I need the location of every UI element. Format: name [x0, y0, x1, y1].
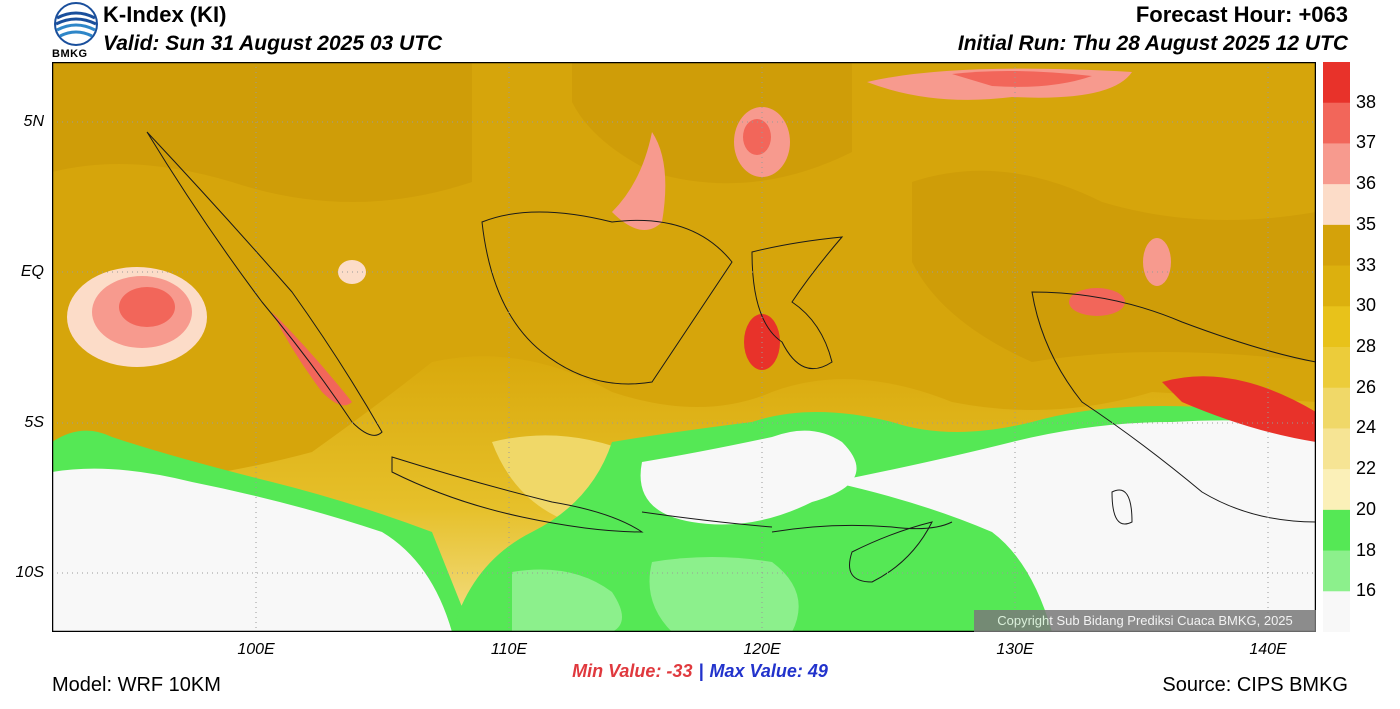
lat-label-5s: 5S — [24, 414, 44, 431]
coastlines — [146, 131, 1316, 583]
low-ki-area — [512, 569, 622, 632]
colorbar-swatch — [1323, 387, 1350, 429]
high-ki-cell — [952, 70, 1092, 87]
colorbar-swatch — [1323, 347, 1350, 389]
data-source: Source: CIPS BMKG — [1162, 674, 1348, 696]
value-separator: | — [698, 661, 704, 681]
field-patch-dark — [912, 170, 1316, 362]
low-ki-area — [640, 430, 857, 525]
colorbar-label: 28 — [1356, 336, 1377, 356]
colorbar — [1323, 62, 1350, 632]
lon-label-100e: 100E — [237, 641, 275, 658]
forecast-hour: Forecast Hour: +063 — [1135, 2, 1348, 27]
min-value: Min Value: -33 — [572, 661, 693, 681]
lon-label-120e: 120E — [743, 641, 781, 658]
colorbar-label: 36 — [1356, 173, 1377, 194]
lon-label-130e: 130E — [996, 641, 1034, 658]
map-frame — [52, 62, 1316, 632]
high-ki-cell — [1162, 376, 1316, 442]
graticule — [52, 62, 1316, 632]
colorbar-label: 24 — [1356, 417, 1377, 438]
colorbar-swatch — [1323, 306, 1350, 348]
colorbar-swatch — [1323, 428, 1350, 470]
colorbar-label: 37 — [1356, 132, 1377, 153]
colorbar-label: 22 — [1356, 458, 1377, 479]
k-index-map — [52, 62, 1316, 632]
colorbar-label: 20 — [1356, 498, 1377, 519]
logo-text: BMKG — [52, 48, 88, 60]
high-ki-cell — [743, 119, 771, 155]
valid-time: Valid: Sun 31 August 2025 03 UTC — [103, 32, 443, 55]
lat-label-eq: EQ — [20, 263, 44, 280]
lat-label-10s: 10S — [15, 564, 44, 581]
colorbar-label: 26 — [1356, 376, 1377, 397]
colorbar-label: 35 — [1356, 213, 1377, 234]
product-title: K-Index (KI) — [103, 2, 227, 27]
colorbar-label: 18 — [1356, 539, 1377, 560]
colorbar-label: 38 — [1356, 91, 1377, 112]
copyright-notice: Copyright Sub Bidang Prediksi Cuaca BMKG… — [974, 610, 1316, 632]
low-ki-area — [649, 557, 799, 632]
colorbar-swatch — [1323, 265, 1350, 307]
colorbar-swatch — [1323, 591, 1350, 632]
min-max-values: Min Value: -33 | Max Value: 49 — [0, 661, 1400, 682]
high-ki-cell — [272, 312, 352, 406]
low-ki-area — [52, 468, 452, 632]
lon-label-140e: 140E — [1249, 641, 1287, 658]
model-name: Model: WRF 10KM — [52, 674, 221, 696]
high-ki-cell — [119, 287, 175, 327]
lon-label-110e: 110E — [490, 641, 528, 658]
colorbar-label: 16 — [1356, 580, 1377, 601]
colorbar-swatch — [1323, 224, 1350, 267]
low-ki-area — [832, 420, 1316, 632]
max-value: Max Value: 49 — [709, 661, 828, 681]
field-patch-dark — [52, 62, 472, 202]
bmkg-logo — [54, 2, 98, 46]
colorbar-swatch — [1323, 143, 1350, 185]
colorbar-label: 33 — [1356, 254, 1377, 275]
high-ki-cell — [1143, 238, 1171, 286]
high-ki-cell — [1069, 288, 1125, 316]
colorbar-label: 30 — [1356, 295, 1377, 316]
lat-label-5n: 5N — [23, 113, 44, 130]
colorbar-swatch — [1323, 550, 1350, 592]
initial-run: Initial Run: Thu 28 August 2025 12 UTC — [957, 32, 1348, 55]
colorbar-swatch — [1323, 469, 1350, 511]
colorbar-swatch — [1323, 509, 1350, 552]
colorbar-swatch — [1323, 62, 1350, 104]
high-ki-cell — [612, 132, 666, 230]
colorbar-swatch — [1323, 184, 1350, 226]
colorbar-swatch — [1323, 102, 1350, 144]
